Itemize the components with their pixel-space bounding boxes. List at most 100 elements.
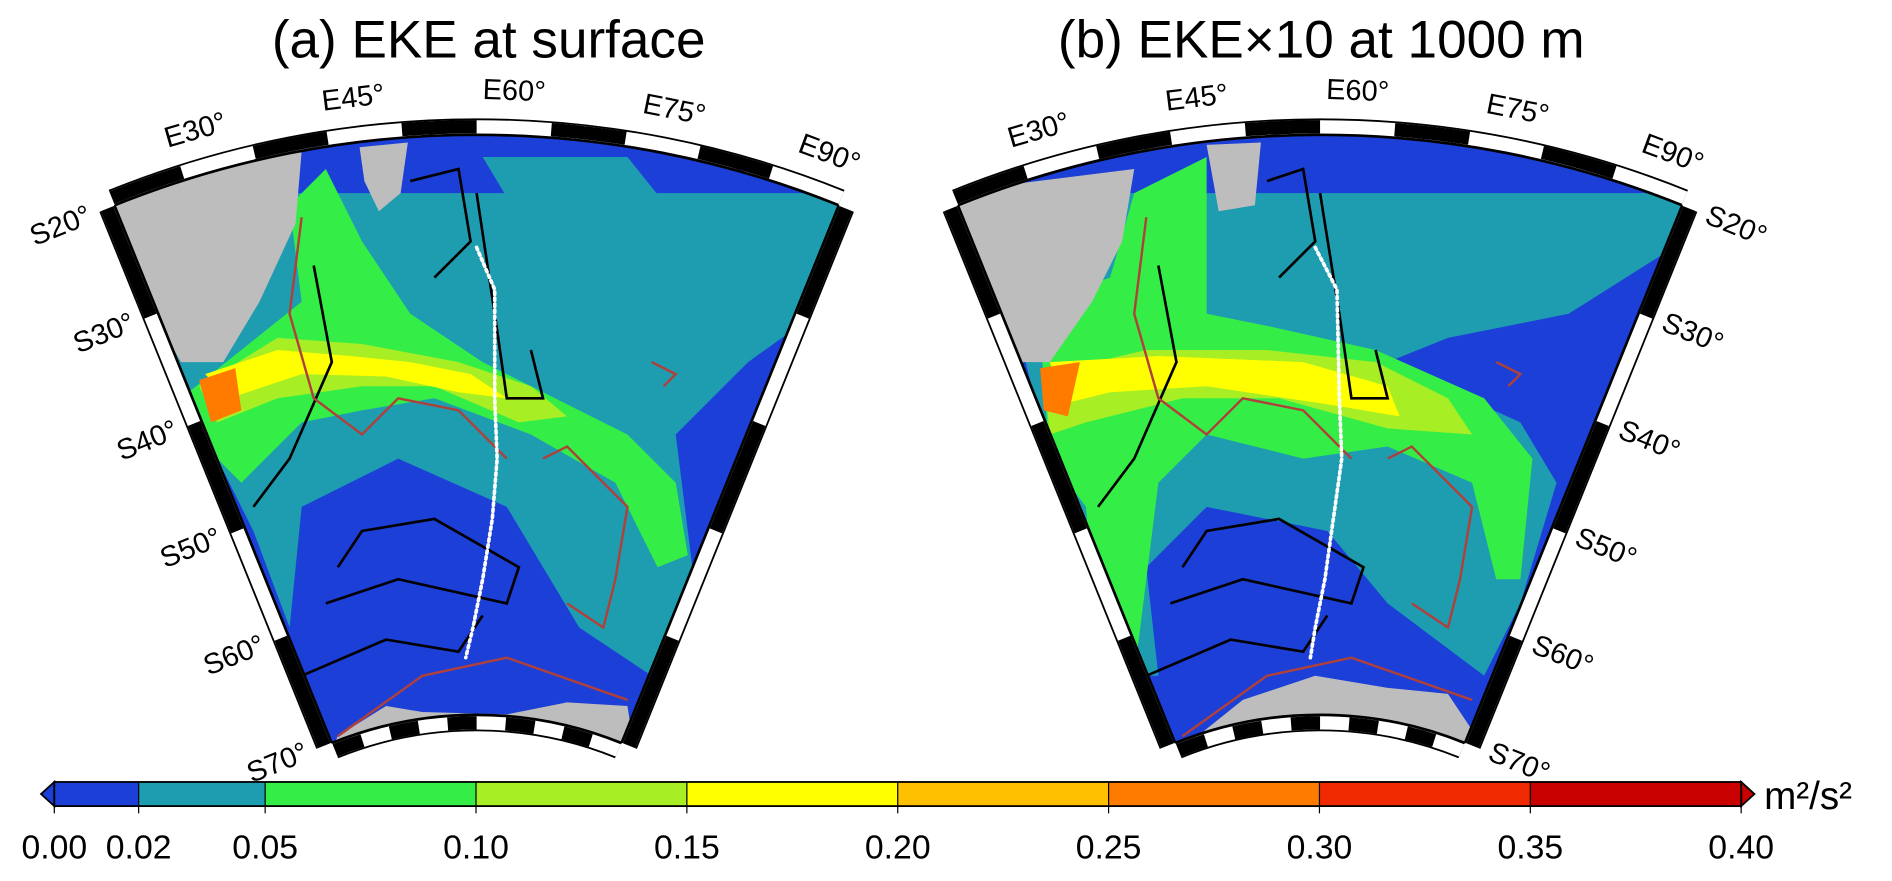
frame [101,206,157,319]
lat-label: S40° [1614,414,1684,467]
land [359,142,408,212]
colorbar-tick-label: 0.35 [1497,828,1563,866]
frame [252,131,329,159]
colorbar-tick-label: 0.10 [443,828,509,866]
depth-contour [1181,656,1473,738]
lon-label: E45° [1163,78,1229,117]
frame [187,420,244,534]
frame [1118,635,1174,749]
colorbar-tick-label: 0.30 [1287,828,1353,866]
colorbar-segment [897,781,1109,807]
depth-contour [252,265,334,508]
panel-title: (b) EKE×10 at 1000 m [1058,11,1585,70]
depth-contour [1318,192,1390,400]
frame [388,720,420,740]
frame [944,206,1001,319]
colorbar-tick-label: 0.00 [21,828,87,866]
eke-field [205,350,507,399]
frame [1466,635,1523,749]
eke-field [482,156,676,242]
lon-label: E30° [1004,106,1073,154]
eke-field [1049,356,1400,417]
frame [401,120,477,137]
frame [274,635,331,749]
depth-contour [1266,167,1317,279]
colorbar-segment [54,781,139,807]
depth-contour [1387,445,1474,630]
lat-label: S50° [156,522,226,575]
colorbar-tick-label: 0.02 [106,828,172,866]
lon-label: E90° [1638,128,1708,180]
lon-label: E75° [1484,88,1552,132]
frame [1394,123,1471,145]
frame [622,635,679,749]
ship-track [463,245,499,660]
panel-title: (a) EKE at surface [272,11,706,70]
lat-label: S20° [25,199,95,252]
depth-contour [409,167,473,279]
depth-contour [651,360,678,388]
depth-contour [1133,217,1353,460]
frame [1553,420,1609,534]
lat-label: S40° [112,414,182,467]
frame [1639,206,1696,319]
depth-contour [288,217,508,460]
depth-contour [325,517,521,605]
colorbar-outline [53,781,1743,808]
depth-contour [542,445,629,630]
frame [1096,131,1173,159]
map-outline [113,134,840,744]
colorbar-segment [265,781,477,807]
lon-label: E60° [1326,74,1390,108]
colorbar-tick-label: 0.25 [1076,828,1142,866]
colorbar-tick-label: 0.20 [865,828,931,866]
land [1206,142,1261,212]
frame [109,166,185,204]
colorbar-tick-label: 0.05 [232,828,298,866]
map-panel [958,135,1682,743]
lon-label: E90° [794,128,864,180]
lon-label: E30° [161,106,230,154]
colorbar-segment [686,781,898,807]
frame [697,146,774,179]
depth-contour [1096,265,1178,508]
lat-label: S30° [1657,307,1727,360]
map-outline [957,134,1683,744]
frame [561,726,593,747]
lat-label: S60° [199,629,269,682]
frame [1031,420,1087,534]
frame [1244,120,1321,137]
ship-track [1308,245,1344,660]
frame [796,206,853,319]
depth-contour [337,656,628,738]
colorbar-extend [1740,779,1756,809]
colorbar-segment [1319,781,1531,807]
frame [1404,726,1437,747]
depth-contour [1495,360,1523,388]
lat-label: S60° [1527,629,1597,682]
colorbar-segment [1530,781,1742,807]
colorbar-unit: m²/s² [1764,775,1852,818]
frame [550,123,627,145]
colorbar-tick-label: 0.40 [1708,828,1774,866]
frame [447,716,477,731]
frame [952,166,1028,204]
colorbar-segment [476,781,687,807]
frame [1232,720,1264,740]
frame [1176,734,1208,757]
frame [709,420,766,534]
frame [1290,716,1321,731]
colorbar-tick-label: 0.15 [654,828,720,866]
eke-field [1040,362,1080,417]
colorbar-extend [39,779,56,809]
depth-contour [1170,517,1366,605]
colorbar-segment [138,781,266,807]
lon-label: E45° [320,78,386,117]
land [958,169,1135,363]
colorbar-segment [1108,781,1320,807]
frame [1348,717,1379,734]
lon-label: E75° [640,88,708,132]
lon-label: E60° [482,74,546,108]
frame [332,734,365,757]
lat-label: S50° [1571,522,1641,575]
